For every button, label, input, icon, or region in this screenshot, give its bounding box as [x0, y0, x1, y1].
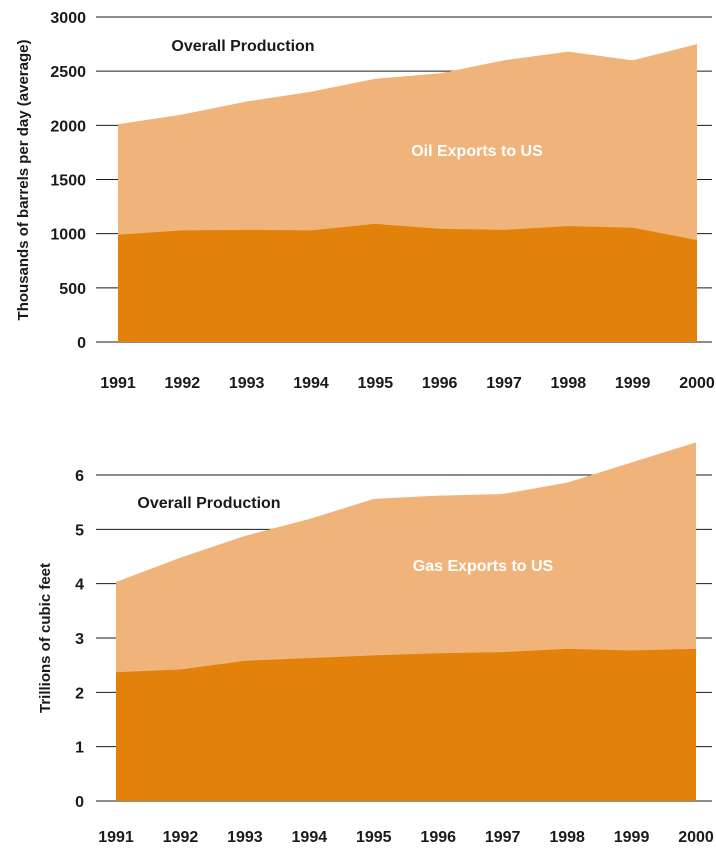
gas-x-axis-ticks: 1991 1992 1993 1994 1995 1996 1997 1998 1999 2000 — [98, 829, 714, 846]
gas-y-axis-label: Trillions of cubic feet — [37, 563, 54, 713]
gas-y-tick-label: 3 — [75, 631, 84, 648]
oil-y-tick-label: 500 — [59, 281, 86, 298]
gas-x-tick-label: 1994 — [292, 829, 328, 846]
oil-y-axis-ticks: 0 500 1000 1500 2000 2500 3000 — [50, 10, 86, 352]
gas-y-tick-label: 0 — [75, 794, 84, 811]
gas-y-tick-label: 4 — [75, 577, 84, 594]
oil-x-tick-label: 1998 — [551, 375, 587, 392]
oil-x-tick-label: 1994 — [293, 375, 329, 392]
gas-x-tick-label: 1993 — [227, 829, 263, 846]
oil-y-tick-label: 2000 — [50, 118, 86, 135]
gas-exports-label: Gas Exports to US — [413, 558, 554, 575]
gas-x-tick-label: 1991 — [98, 829, 134, 846]
oil-x-tick-label: 1997 — [486, 375, 522, 392]
gas-exports-area — [116, 648, 696, 801]
gas-x-tick-label: 1996 — [420, 829, 456, 846]
oil-x-tick-label: 1991 — [100, 375, 136, 392]
oil-x-tick-label: 1993 — [229, 375, 265, 392]
oil-y-tick-label: 2500 — [50, 64, 86, 81]
oil-x-tick-label: 1995 — [358, 375, 394, 392]
oil-y-axis-label: Thousands of barrels per day (average) — [15, 40, 32, 321]
gas-x-tick-label: 1999 — [614, 829, 650, 846]
gas-y-tick-label: 2 — [75, 685, 84, 702]
gas-y-tick-label: 6 — [75, 468, 84, 485]
oil-x-axis-ticks: 1991 1992 1993 1994 1995 1996 1997 1998 1999 2000 — [100, 375, 715, 392]
gas-overall-production-label: Overall Production — [137, 495, 280, 512]
gas-y-axis-ticks: 0 1 2 3 4 5 6 — [75, 468, 84, 811]
oil-x-tick-label: 1992 — [165, 375, 201, 392]
oil-y-tick-label: 3000 — [50, 10, 86, 27]
gas-chart: 0 1 2 3 4 5 6 1991 1992 1993 1994 1995 1996 1997 1998… — [37, 442, 714, 846]
oil-y-tick-label: 0 — [77, 335, 86, 352]
oil-y-tick-label: 1000 — [50, 227, 86, 244]
oil-y-tick-label: 1500 — [50, 173, 86, 190]
oil-exports-area — [118, 223, 697, 342]
gas-x-tick-label: 1998 — [549, 829, 585, 846]
gas-x-tick-label: 1997 — [485, 829, 521, 846]
gas-x-tick-label: 1992 — [163, 829, 199, 846]
gas-y-tick-label: 1 — [75, 740, 84, 757]
oil-x-tick-label: 2000 — [679, 375, 715, 392]
oil-exports-label: Oil Exports to US — [411, 143, 543, 160]
gas-x-tick-label: 2000 — [678, 829, 714, 846]
oil-x-tick-label: 1996 — [422, 375, 458, 392]
gas-x-tick-label: 1995 — [356, 829, 392, 846]
gas-y-tick-label: 5 — [75, 522, 84, 539]
oil-x-tick-label: 1999 — [615, 375, 651, 392]
oil-overall-production-label: Overall Production — [171, 38, 314, 55]
